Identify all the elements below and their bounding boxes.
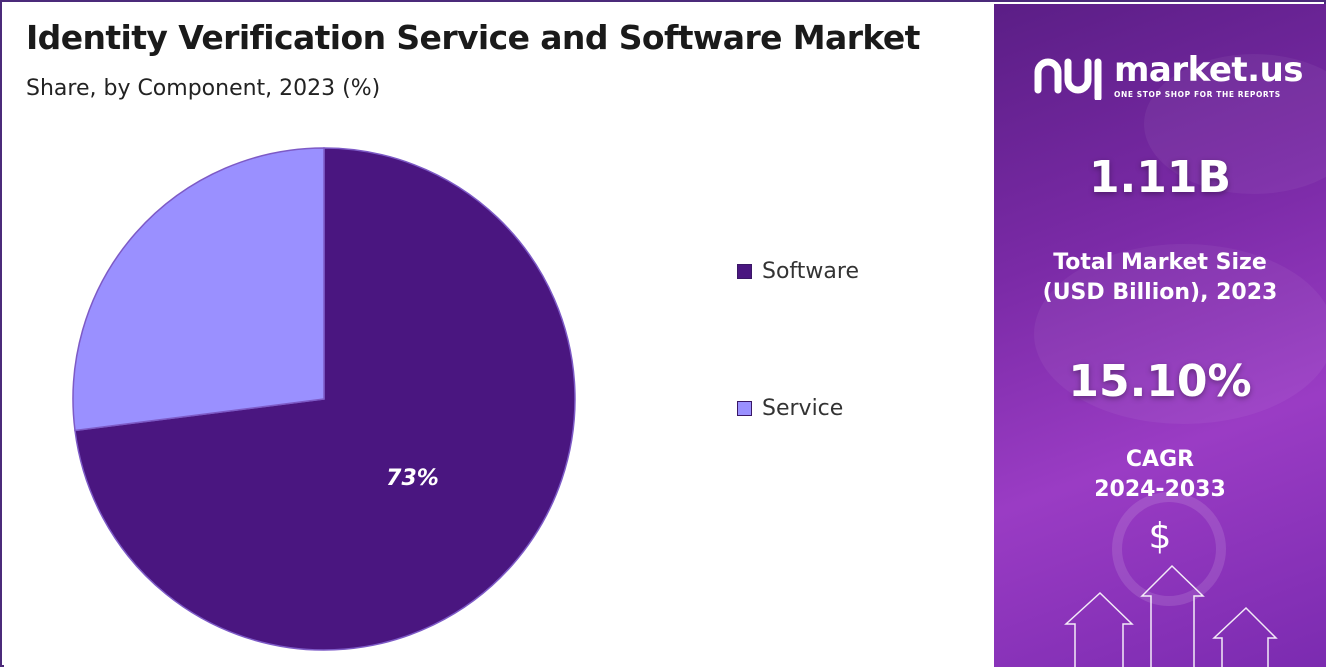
panel-divider <box>989 2 995 669</box>
pie-chart: 73% <box>72 147 576 651</box>
legend-swatch-software <box>737 264 752 279</box>
dollar-icon: $ <box>1148 516 1172 557</box>
cagr-label: CAGR <box>1125 447 1195 472</box>
up-arrows-icon <box>1034 54 1326 667</box>
chart-title: Identity Verification Service and Softwa… <box>26 18 920 57</box>
brand-logo: market.us ONE STOP SHOP FOR THE REPORTS <box>1034 50 1314 110</box>
market-us-logo-icon <box>1034 58 1102 100</box>
legend-item-service: Service <box>737 396 843 421</box>
cagr-value: 15.10% <box>1068 356 1252 407</box>
legend-item-software: Software <box>737 259 859 284</box>
market-size-label-line1: Total Market Size <box>1053 250 1267 275</box>
market-size-label-line2: (USD Billion), 2023 <box>1042 280 1278 305</box>
cagr-period: 2024-2033 <box>1094 477 1226 502</box>
brand-tagline: ONE STOP SHOP FOR THE REPORTS <box>1114 90 1281 99</box>
chart-panel: Identity Verification Service and Softwa… <box>4 4 989 667</box>
market-size-value: 1.11B <box>1088 152 1232 203</box>
chart-subtitle: Share, by Component, 2023 (%) <box>26 76 381 101</box>
pie-slice-service <box>72 147 325 432</box>
data-label-software: 73% <box>386 466 439 491</box>
legend-label-software: Software <box>762 259 859 284</box>
brand-name: market.us <box>1114 50 1304 90</box>
stats-sidebar: market.us ONE STOP SHOP FOR THE REPORTS … <box>994 4 1326 667</box>
legend-label-service: Service <box>762 396 844 421</box>
legend-swatch-service <box>737 401 752 416</box>
pie-slice-software <box>74 147 576 651</box>
